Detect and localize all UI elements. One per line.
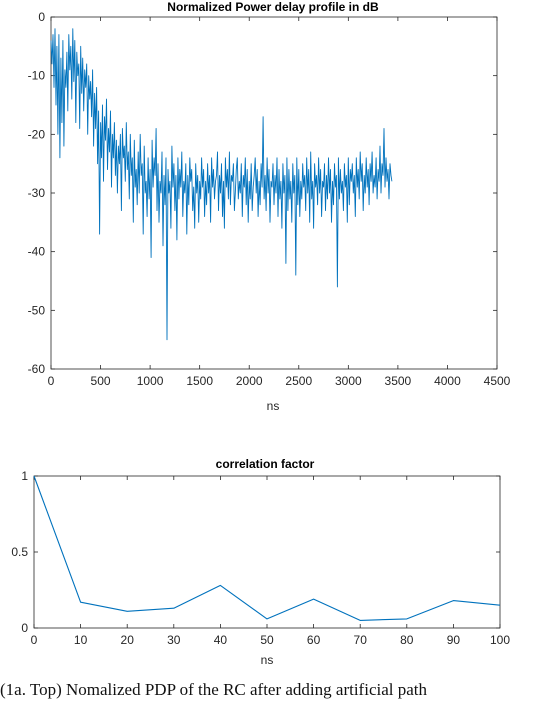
chart2-xtick-label: 20 (121, 633, 135, 647)
chart1-ytick-label: -20 (28, 127, 46, 141)
chart2-xtick-label: 70 (354, 633, 368, 647)
chart2-series-line (33, 475, 501, 621)
chart2-xtick-label: 50 (260, 633, 274, 647)
chart2-xtick-label: 30 (167, 633, 181, 647)
chart2-xtick-label: 90 (447, 633, 461, 647)
chart1-xlabel: ns (267, 399, 280, 413)
chart1-xtick-label: 3500 (385, 374, 412, 388)
chart1-series-line (50, 28, 393, 341)
chart2-xtick-label: 100 (490, 633, 510, 647)
chart1-ytick-label: -40 (28, 245, 46, 259)
chart1-xtick-label: 2000 (236, 374, 263, 388)
chart2-ytick-label: 1 (21, 469, 28, 483)
chart1-xtick-label: 1000 (137, 374, 164, 388)
chart1-ytick-label: -10 (28, 69, 46, 83)
chart1-xtick-label: 0 (48, 374, 55, 388)
chart2-xtick-label: 10 (74, 633, 88, 647)
chart1-ytick-label: -60 (28, 362, 46, 376)
chart2-title: correlation factor (216, 457, 315, 471)
chart1-xtick-label: 2500 (285, 374, 312, 388)
chart1-ytick-label: -50 (28, 303, 46, 317)
chart2-xtick-label: 0 (31, 633, 38, 647)
chart1-ytick-label: 0 (38, 10, 45, 24)
figure-caption: (1a. Top) Nomalized PDP of the RC after … (0, 680, 428, 699)
chart1-xtick-label: 4500 (484, 374, 511, 388)
charts-canvas: Normalized Power delay profile in dB ns … (11, 0, 511, 667)
chart1-xtick-label: 500 (91, 374, 111, 388)
chart2-xtick-label: 60 (307, 633, 321, 647)
chart1-xtick-label: 3000 (335, 374, 362, 388)
chart2-ytick-label: 0.5 (11, 545, 28, 559)
chart1-ytick-label: -30 (28, 186, 46, 200)
chart2-ytick-label: 0 (21, 621, 28, 635)
chart2-xtick-label: 80 (400, 633, 414, 647)
chart2-xtick-label: 40 (214, 633, 228, 647)
chart1-xtick-label: 4000 (434, 374, 461, 388)
chart1-xtick-label: 1500 (186, 374, 213, 388)
chart1-title: Normalized Power delay profile in dB (167, 0, 379, 14)
chart2-xlabel: ns (261, 653, 274, 667)
chart2-plot-area (33, 475, 501, 629)
